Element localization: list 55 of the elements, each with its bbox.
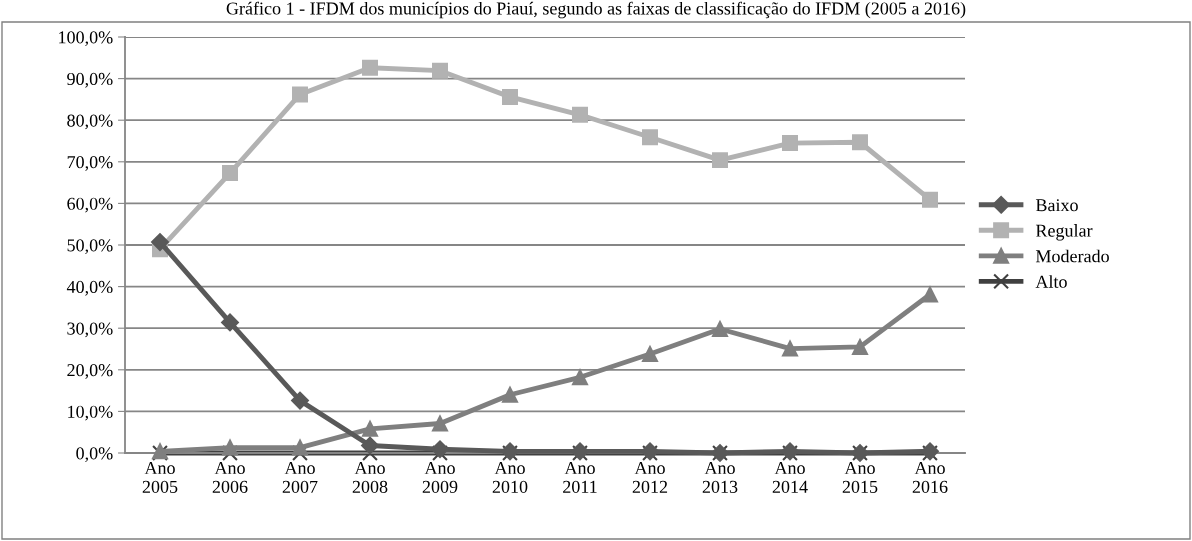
point bbox=[222, 165, 238, 182]
x-tick-label: Ano 2012 bbox=[632, 461, 668, 493]
y-tick-label: 10,0% bbox=[68, 405, 113, 421]
point bbox=[712, 152, 728, 169]
point bbox=[852, 134, 868, 151]
y-tick-label: 80,0% bbox=[67, 114, 113, 130]
point bbox=[852, 338, 868, 355]
point bbox=[642, 129, 658, 146]
x-tick-label: Ano 2007 bbox=[282, 461, 318, 493]
point bbox=[431, 440, 449, 459]
point bbox=[221, 313, 239, 332]
legend-label: Regular bbox=[1035, 224, 1093, 241]
x-tick-label: Ano 2016 bbox=[912, 461, 948, 493]
y-tick-label: 100,0% bbox=[59, 31, 113, 47]
point bbox=[642, 346, 658, 362]
point bbox=[362, 420, 378, 437]
point bbox=[922, 191, 938, 208]
x-tick-label: Ano 2005 bbox=[142, 461, 178, 493]
legend-label: Alto bbox=[1035, 275, 1067, 288]
point bbox=[712, 321, 728, 338]
x-tick-label: Ano 2008 bbox=[352, 461, 388, 493]
point bbox=[361, 436, 379, 455]
point bbox=[572, 369, 588, 386]
point bbox=[432, 62, 448, 79]
x-tick-label: Ano 2015 bbox=[842, 461, 878, 493]
legend-label: Moderado bbox=[1035, 249, 1109, 263]
point bbox=[782, 340, 798, 357]
x-tick-label: Ano 2013 bbox=[702, 461, 738, 493]
x-tick-label: Ano 2006 bbox=[212, 461, 248, 493]
x-tick-label: Ano 2011 bbox=[563, 461, 597, 493]
point bbox=[292, 439, 308, 456]
chart-title: Gráfico 1 - IFDM dos municípios do Piauí, segundo as faixas de classificação do IFDM (2005 a 2016) bbox=[226, 1, 966, 19]
legend-label: Baixo bbox=[1035, 199, 1078, 212]
y-tick-label: 0,0% bbox=[76, 447, 113, 463]
point bbox=[222, 439, 238, 456]
point bbox=[922, 286, 938, 303]
point bbox=[151, 233, 169, 251]
y-tick-label: 50,0% bbox=[67, 239, 113, 255]
y-tick-label: 90,0% bbox=[67, 72, 113, 88]
y-tick-label: 40,0% bbox=[66, 280, 113, 296]
point bbox=[572, 106, 588, 123]
x-tick-label: Ano 2010 bbox=[492, 461, 528, 493]
x-tick-label: Ano 2014 bbox=[772, 461, 808, 493]
point bbox=[362, 59, 378, 76]
y-tick-label: 60,0% bbox=[67, 197, 113, 213]
x-tick-label: Ano 2009 bbox=[422, 461, 458, 493]
y-tick-label: 30,0% bbox=[67, 322, 113, 338]
point bbox=[292, 86, 308, 103]
point bbox=[502, 386, 518, 403]
y-tick-label: 20,0% bbox=[67, 364, 113, 379]
point bbox=[291, 391, 309, 410]
point bbox=[782, 135, 798, 152]
y-tick-label: 70,0% bbox=[67, 156, 113, 171]
point bbox=[432, 415, 448, 432]
point bbox=[502, 88, 518, 105]
